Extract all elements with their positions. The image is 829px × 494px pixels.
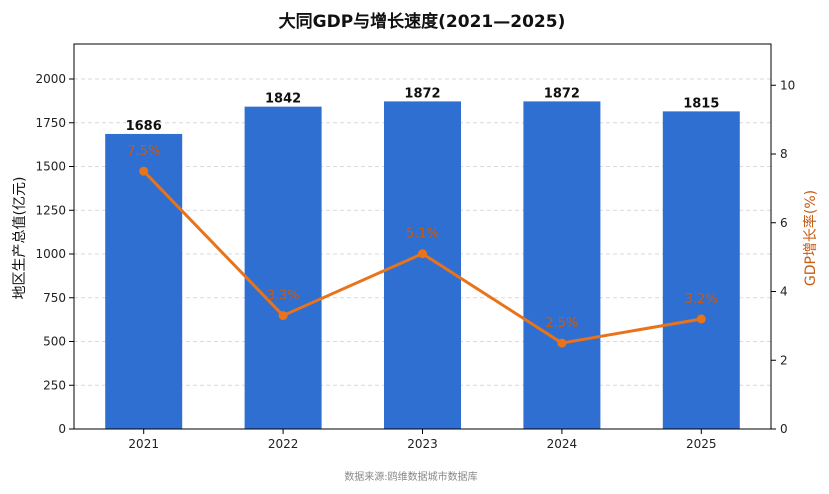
bars xyxy=(105,101,740,430)
bar-value-label: 1872 xyxy=(404,86,440,101)
x-tick-label: 2025 xyxy=(686,437,717,451)
y-left-tick-label: 0 xyxy=(58,422,66,436)
chart-title: 大同GDP与增长速度(2021—2025) xyxy=(279,11,566,32)
source-note: 数据来源:鸥维数据城市数据库 xyxy=(344,470,477,483)
y-left-tick-label: 2000 xyxy=(35,72,66,86)
y-right-tick-label: 10 xyxy=(780,78,795,92)
bar-value-label: 1686 xyxy=(126,119,162,134)
bar-value-label: 1872 xyxy=(544,86,580,101)
y-axis-left-label: 地区生产总值(亿元) xyxy=(12,177,28,300)
growth-point xyxy=(418,249,427,259)
x-tick-label: 2022 xyxy=(268,437,299,451)
y-right-tick-label: 6 xyxy=(780,216,788,230)
gdp-bar xyxy=(523,101,601,430)
x-tick-label: 2024 xyxy=(547,437,578,451)
y-left-tick-label: 250 xyxy=(43,378,66,392)
y-right-tick-label: 0 xyxy=(780,422,788,436)
y-left-tick-label: 500 xyxy=(43,335,66,349)
gdp-bar xyxy=(662,111,740,429)
bar-value-label: 1842 xyxy=(265,92,301,107)
y-left-tick-label: 1000 xyxy=(35,247,66,261)
growth-value-label: 3.2% xyxy=(685,292,718,307)
right-axis: 0 2 4 6 8 10 xyxy=(771,78,795,436)
y-right-tick-label: 2 xyxy=(780,353,788,367)
data-labels: 1686 1842 1872 1872 1815 7.5% 3.3% 5.1% 2.5% 3.2% xyxy=(126,86,720,331)
left-axis: 0 250 500 750 1000 1250 1500 1750 2000 xyxy=(35,72,74,436)
y-right-tick-label: 4 xyxy=(780,285,788,299)
bar-value-label: 1815 xyxy=(683,96,719,111)
y-axis-right-label: GDP增长率(%) xyxy=(802,190,819,286)
growth-value-label: 2.5% xyxy=(545,316,578,331)
growth-value-label: 5.1% xyxy=(406,227,439,242)
growth-point xyxy=(278,311,288,321)
gdp-bar xyxy=(105,133,183,429)
y-left-tick-label: 750 xyxy=(43,291,66,305)
growth-point xyxy=(557,338,567,348)
growth-point xyxy=(696,314,706,324)
y-right-tick-label: 8 xyxy=(780,147,788,161)
y-left-tick-label: 1500 xyxy=(35,160,66,174)
x-tick-label: 2023 xyxy=(407,437,438,451)
y-left-tick-label: 1250 xyxy=(35,203,66,217)
y-left-tick-label: 1750 xyxy=(35,116,66,130)
x-tick-label: 2021 xyxy=(128,437,159,451)
growth-value-label: 3.3% xyxy=(267,289,300,304)
x-axis: 2021 2022 2023 2024 2025 xyxy=(128,429,717,451)
gdp-bar xyxy=(244,106,322,430)
growth-line xyxy=(139,166,706,348)
growth-value-label: 7.5% xyxy=(127,144,160,159)
growth-point xyxy=(139,166,149,176)
